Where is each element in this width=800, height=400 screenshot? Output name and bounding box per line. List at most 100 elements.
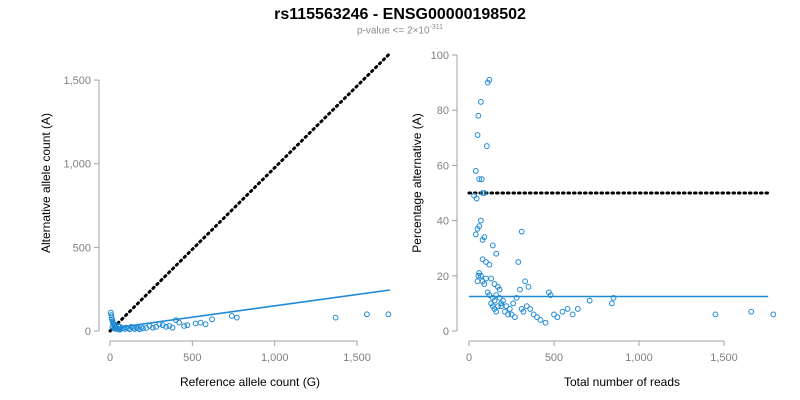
- panel2-data-point: [501, 308, 508, 315]
- panel1-x-tick-label: 500: [183, 352, 201, 364]
- panel2-data-point: [481, 190, 488, 196]
- panel2-x-tick-label: 1,000: [625, 352, 653, 364]
- panel2-data-point: [564, 306, 571, 312]
- panel1-y-tick-label: 1,000: [63, 159, 91, 171]
- subtitle-prefix: p-value <= 2: [356, 25, 413, 37]
- panel2-data-point: [500, 297, 506, 304]
- panel1-data-point: [197, 319, 204, 326]
- panel2-data-point: [506, 306, 513, 312]
- panel1-data-point: [163, 323, 169, 330]
- panel2-data-point: [542, 319, 549, 326]
- panel2-data-point: [495, 303, 501, 310]
- panel1-data-point: [332, 314, 339, 321]
- panel2-data-point: [522, 278, 528, 285]
- panel2-data-point: [527, 306, 534, 312]
- panel2-y-axis-label: Percentage alternative (A): [410, 113, 424, 252]
- panel2-y-tick-label: 100: [431, 50, 449, 62]
- panel2-data-point: [525, 283, 532, 290]
- panel2-data-point: [508, 311, 515, 318]
- panel2-data-point: [547, 292, 554, 299]
- panel1-data-point: [176, 319, 183, 326]
- panel1-x-tick-label: 1,000: [261, 352, 289, 364]
- panel2-data-point: [483, 143, 490, 149]
- panel2-data-point: [493, 292, 500, 299]
- panel2-y-tick-label: 60: [437, 160, 449, 172]
- panel1-reference-line: [108, 51, 392, 333]
- panel2-data-point: [476, 176, 483, 183]
- panel1-data-point: [192, 320, 199, 327]
- panel2-data-point: [481, 234, 488, 241]
- panel1-data-point: [209, 316, 216, 323]
- panel2-data-point: [574, 306, 581, 312]
- panel2-data-point: [475, 272, 482, 279]
- panel2-data-point: [491, 297, 498, 304]
- panel2-data-point: [478, 272, 484, 279]
- panel1-y-tick-label: 500: [73, 242, 91, 254]
- panel2-x-tick-label: 0: [466, 352, 472, 364]
- panel2-data-point: [569, 311, 576, 318]
- panel1-x-tick-label: 1,500: [343, 352, 371, 364]
- panel2-data-point: [554, 314, 561, 321]
- panel2-data-point: [486, 76, 493, 83]
- panel2-data-point: [520, 308, 527, 315]
- panel2-data-point: [496, 294, 503, 301]
- panel2-x-tick-label: 1,500: [710, 352, 738, 364]
- panel1-fit-line: [109, 289, 391, 330]
- panel1-data-point: [184, 322, 191, 329]
- panel1-data-point: [159, 322, 166, 329]
- panel1-data-point: [153, 323, 160, 330]
- panel2-data-point: [472, 168, 479, 174]
- panel2-data-point: [493, 308, 500, 315]
- panel2-y-tick-label: 0: [443, 326, 449, 338]
- panel2-data-point: [523, 303, 530, 310]
- subtitle-exponent: -311: [429, 24, 444, 31]
- subtitle-base: 10: [418, 25, 430, 37]
- panel1-data-point: [108, 312, 115, 319]
- panel2-data-point: [478, 99, 484, 105]
- panel2-data-point: [489, 242, 496, 249]
- panel1-y-axis-label: Alternative allele count (A): [39, 113, 53, 253]
- panel1-data-point: [166, 323, 173, 329]
- panel2-data-point: [475, 112, 482, 119]
- panel2-data-point: [498, 303, 505, 310]
- panel2-x-axis-label: Total number of reads: [564, 375, 680, 389]
- panel2-data-point: [505, 311, 512, 318]
- panel2-data-point: [748, 308, 755, 315]
- panel2-data-point: [474, 278, 481, 285]
- panel2-data-point: [486, 261, 493, 268]
- panel2-data-point: [493, 250, 500, 257]
- panel2-data-point: [488, 275, 495, 282]
- chart-title: rs115563246 - ENSG00000198502: [274, 6, 526, 23]
- panel1-data-point: [116, 323, 123, 330]
- panel2-data-point: [478, 176, 485, 183]
- panel1-data-point: [385, 311, 392, 318]
- panel2-data-point: [530, 311, 537, 318]
- panel2-data-point: [496, 286, 503, 293]
- panel2-y-tick-label: 80: [437, 105, 449, 117]
- panel2-data-point: [534, 314, 540, 321]
- panel1-data-point: [202, 321, 209, 328]
- panel2-data-point: [483, 275, 489, 282]
- panel2-data-point: [608, 300, 615, 307]
- panel1-data-point: [364, 311, 370, 318]
- panel1-y-tick-label: 1,500: [63, 75, 91, 87]
- panel1-data-point: [228, 313, 235, 319]
- panel1-data-point: [146, 323, 153, 329]
- panel2-data-point: [512, 314, 518, 321]
- panel2-data-point: [559, 308, 566, 315]
- panel2-y-tick-label: 20: [437, 271, 449, 283]
- panel2-data-point: [510, 300, 517, 307]
- panel2-data-point: [474, 132, 481, 138]
- panel2-data-point: [537, 317, 544, 323]
- panel2-data-point: [513, 294, 520, 301]
- panel1-x-axis-label: Reference allele count (G): [180, 375, 320, 389]
- panel2-data-point: [491, 281, 498, 287]
- panel2-data-point: [486, 292, 493, 299]
- panel1-y-tick-label: 0: [85, 326, 91, 338]
- panel2-data-point: [473, 195, 480, 202]
- panel2-data-point: [515, 259, 522, 265]
- panel2-data-point: [474, 225, 481, 232]
- panel2-data-point: [518, 228, 525, 235]
- panel2-data-point: [481, 281, 488, 287]
